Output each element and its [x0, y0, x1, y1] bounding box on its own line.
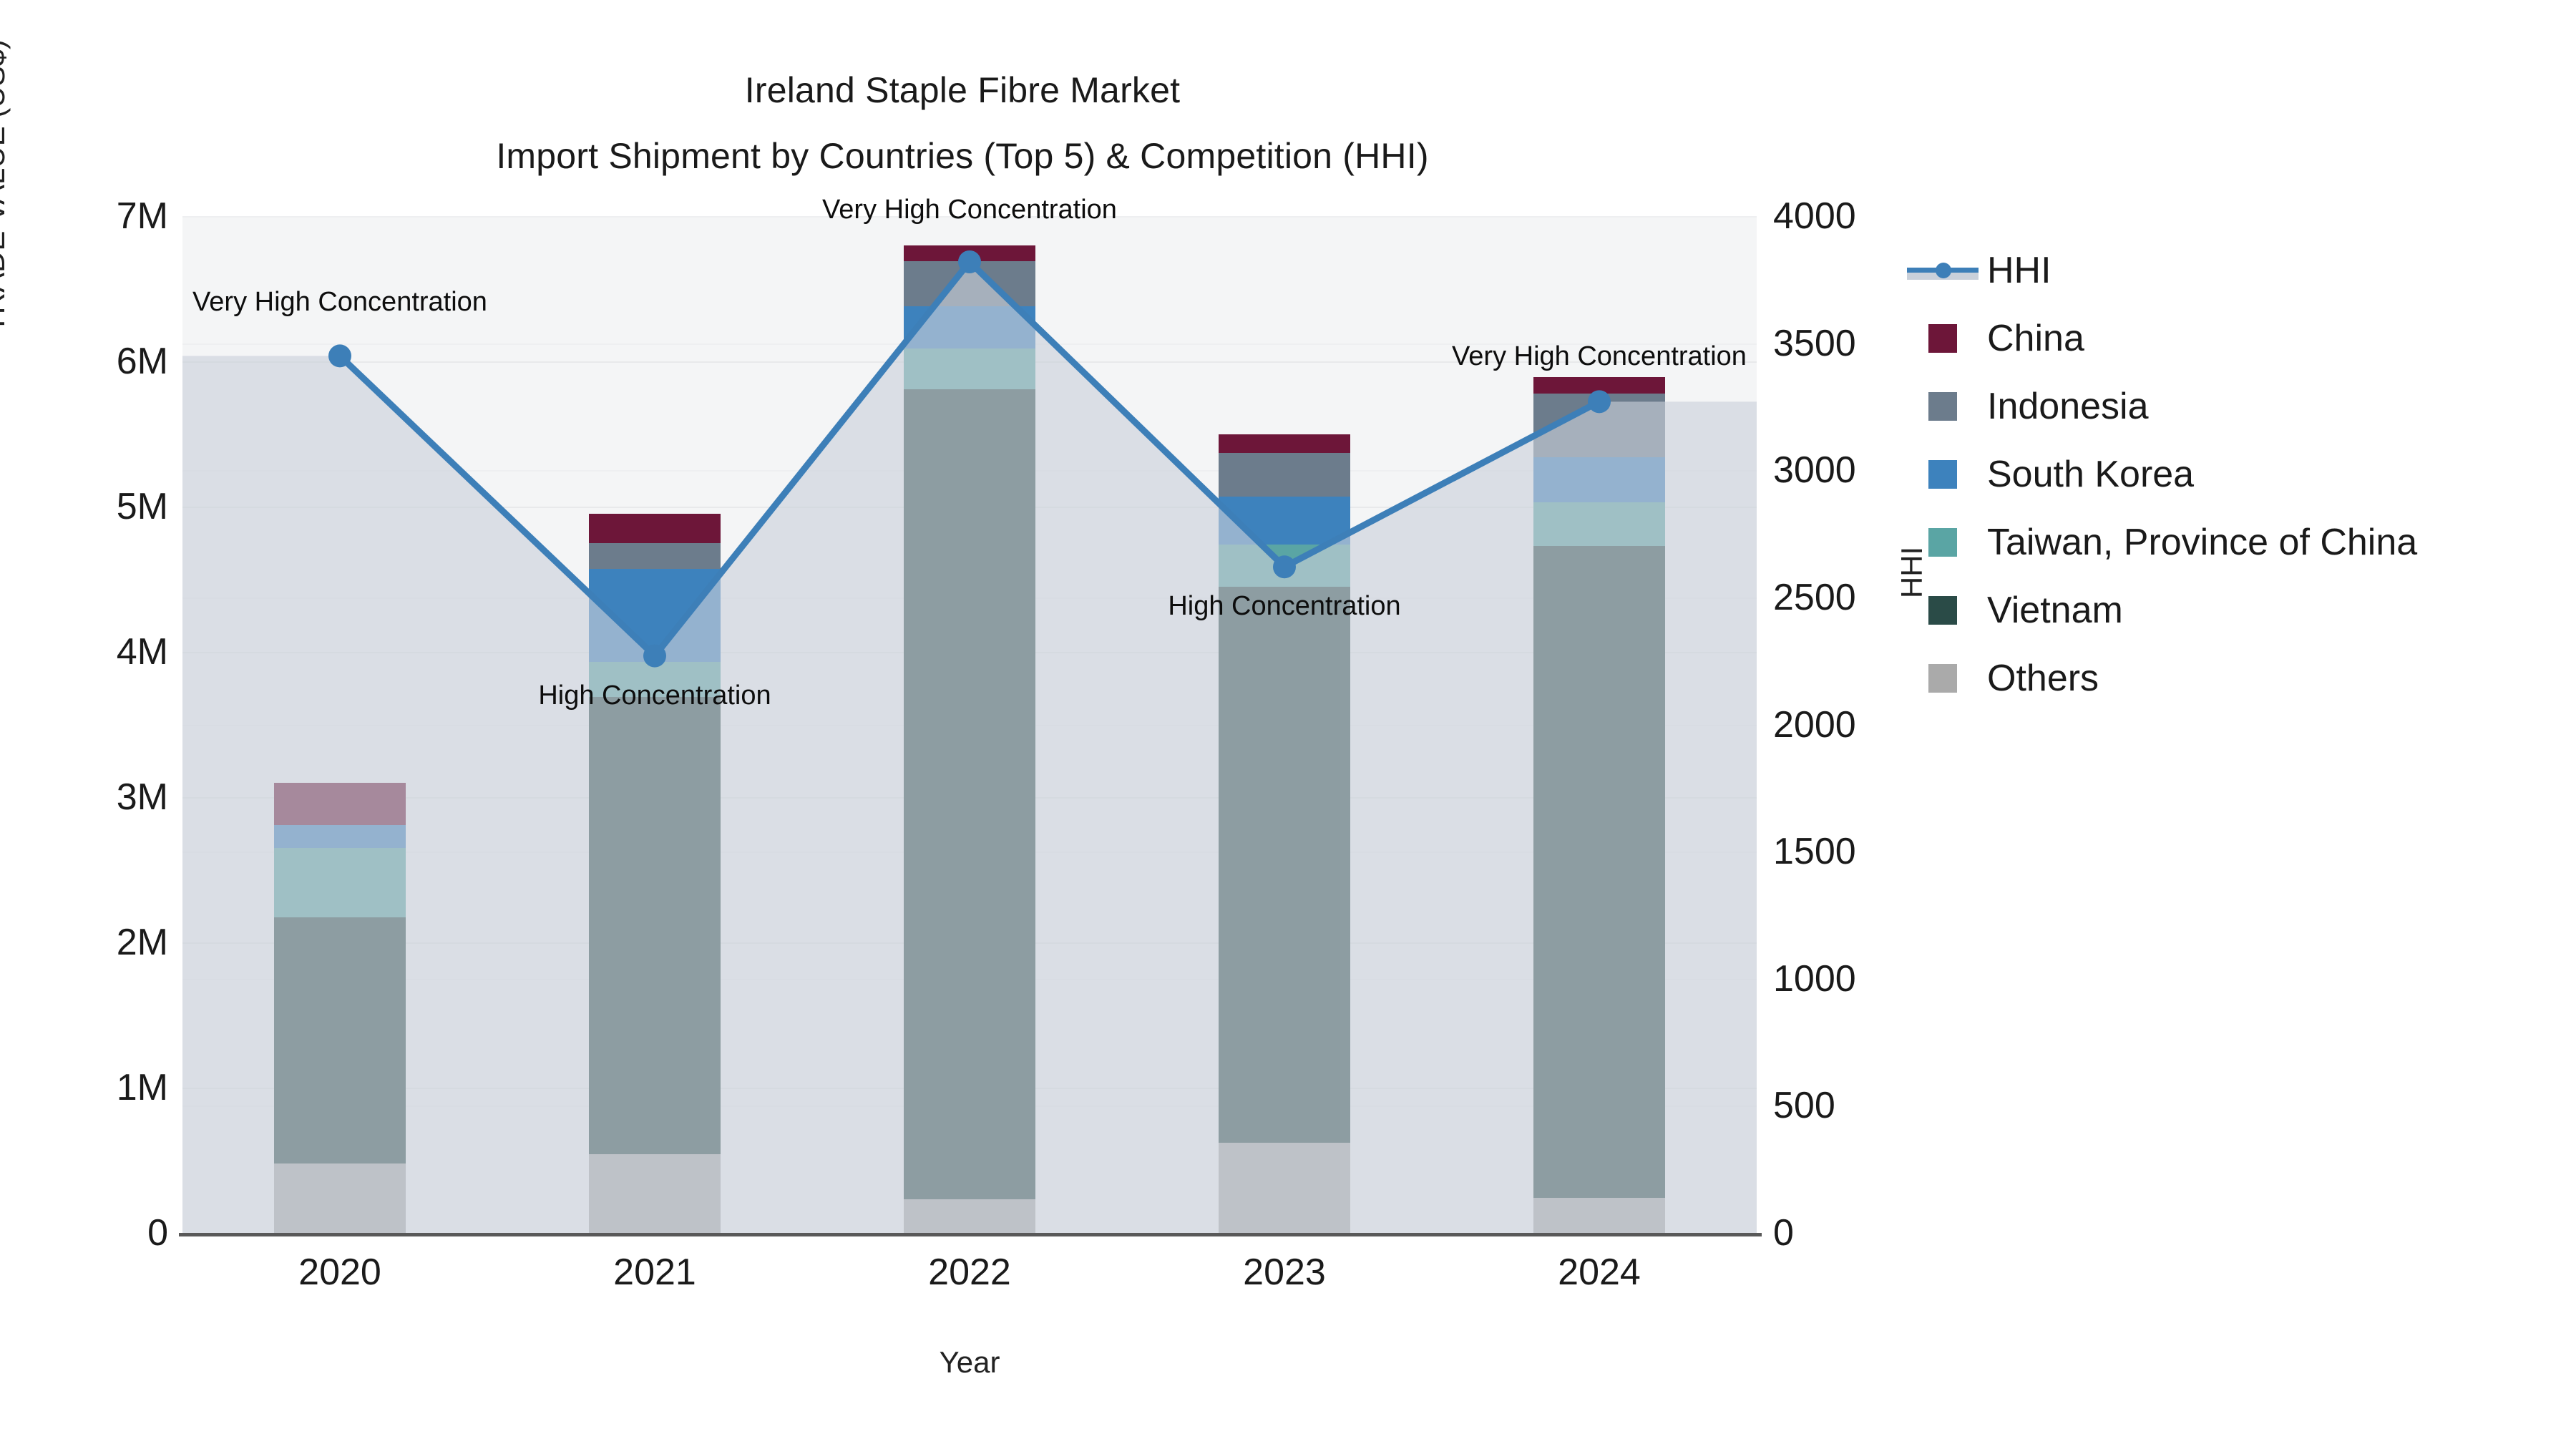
- x-tick-label: 2023: [1243, 1252, 1326, 1293]
- legend-item-label: Others: [1987, 657, 2099, 699]
- legend-item-label: Indonesia: [1987, 385, 2149, 427]
- hhi-data-point[interactable]: [1273, 555, 1296, 579]
- concentration-label: Very High Concentration: [1452, 341, 1747, 372]
- legend-color-swatch: [1928, 595, 1957, 625]
- legend-item-label: Vietnam: [1987, 589, 2123, 631]
- legend-item[interactable]: China: [1928, 304, 2558, 372]
- y-left-tick-label: 0: [147, 1212, 168, 1254]
- legend-color-swatch: [1928, 459, 1957, 489]
- y-left-tick-label: 7M: [116, 195, 168, 237]
- legend-item[interactable]: HHI: [1907, 236, 2558, 304]
- hhi-data-point[interactable]: [328, 344, 351, 368]
- concentration-label: High Concentration: [538, 680, 771, 711]
- bar-segment: [589, 542, 721, 570]
- bar-segment: [589, 514, 721, 543]
- concentration-label: Very High Concentration: [822, 194, 1117, 225]
- legend-item[interactable]: Taiwan, Province of China: [1928, 508, 2558, 576]
- y-right-tick-label: 4000: [1773, 195, 1856, 237]
- y-right-tick-label: 3000: [1773, 449, 1856, 492]
- legend-color-swatch: [1928, 323, 1957, 353]
- y-right-tick-label: 2500: [1773, 576, 1856, 618]
- bar-segment: [1219, 434, 1350, 453]
- y-axis-right-label: HHI: [1895, 546, 1928, 599]
- bar-segment: [1219, 452, 1350, 497]
- y-right-tick-label: 500: [1773, 1085, 1835, 1127]
- x-axis-line: [179, 1233, 1762, 1236]
- y-left-tick-label: 3M: [116, 776, 168, 818]
- y-right-tick-label: 0: [1773, 1212, 1794, 1254]
- legend-color-swatch: [1928, 391, 1957, 421]
- x-tick-label: 2022: [928, 1252, 1011, 1293]
- hhi-data-point[interactable]: [958, 250, 981, 273]
- hhi-data-point[interactable]: [1588, 390, 1611, 414]
- x-tick-label: 2021: [613, 1252, 696, 1293]
- legend-item[interactable]: Vietnam: [1928, 576, 2558, 644]
- legend-item-label: HHI: [1987, 249, 2051, 291]
- concentration-label: Very High Concentration: [192, 287, 487, 318]
- title-line-1: Ireland Staple Fibre Market: [744, 70, 1181, 110]
- legend-item-label: China: [1987, 317, 2084, 359]
- legend-item[interactable]: Indonesia: [1928, 372, 2558, 440]
- y-left-tick-label: 1M: [116, 1067, 168, 1108]
- concentration-label: High Concentration: [1168, 591, 1401, 622]
- hhi-area-fill: [182, 261, 1757, 1233]
- y-left-tick-label: 4M: [116, 631, 168, 673]
- legend: HHI China Indonesia South Korea Taiwan, Prov…: [1907, 236, 2558, 712]
- legend-color-swatch: [1928, 527, 1957, 557]
- x-tick-label: 2020: [298, 1252, 381, 1293]
- legend-item[interactable]: South Korea: [1928, 440, 2558, 508]
- y-left-tick-label: 6M: [116, 341, 168, 382]
- legend-item[interactable]: Others: [1928, 644, 2558, 712]
- x-tick-label: 2024: [1558, 1252, 1641, 1293]
- title-line-2: Import Shipment by Countries (Top 5) & C…: [496, 136, 1429, 176]
- y-left-tick-label: 5M: [116, 486, 168, 527]
- bar-segment: [1533, 377, 1665, 394]
- y-right-tick-label: 3500: [1773, 322, 1856, 364]
- y-right-tick-label: 2000: [1773, 703, 1856, 746]
- hhi-data-point[interactable]: [643, 644, 666, 668]
- legend-item-label: Taiwan, Province of China: [1987, 521, 2418, 563]
- y-right-tick-label: 1000: [1773, 957, 1856, 1000]
- legend-color-swatch: [1928, 663, 1957, 693]
- legend-item-label: South Korea: [1987, 453, 2195, 495]
- gridline-right: [182, 216, 1757, 218]
- chart-title: Ireland Staple Fibre Market Import Shipm…: [0, 57, 1925, 189]
- hhi-line-overlay: [182, 250, 1757, 1233]
- y-right-tick-label: 1500: [1773, 831, 1856, 873]
- x-axis-label: Year: [939, 1345, 1000, 1379]
- y-left-tick-label: 2M: [116, 922, 168, 963]
- hhi-marker-icon: [1936, 262, 1951, 278]
- y-axis-left-label: TRADE VALUE (US$): [0, 39, 11, 333]
- hhi-line-icon: [1907, 256, 1979, 285]
